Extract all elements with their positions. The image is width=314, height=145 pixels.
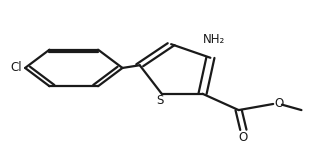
Text: S: S [156, 94, 164, 107]
Text: Cl: Cl [10, 61, 22, 74]
Text: O: O [239, 131, 248, 144]
Text: O: O [275, 97, 284, 110]
Text: NH₂: NH₂ [203, 33, 225, 46]
